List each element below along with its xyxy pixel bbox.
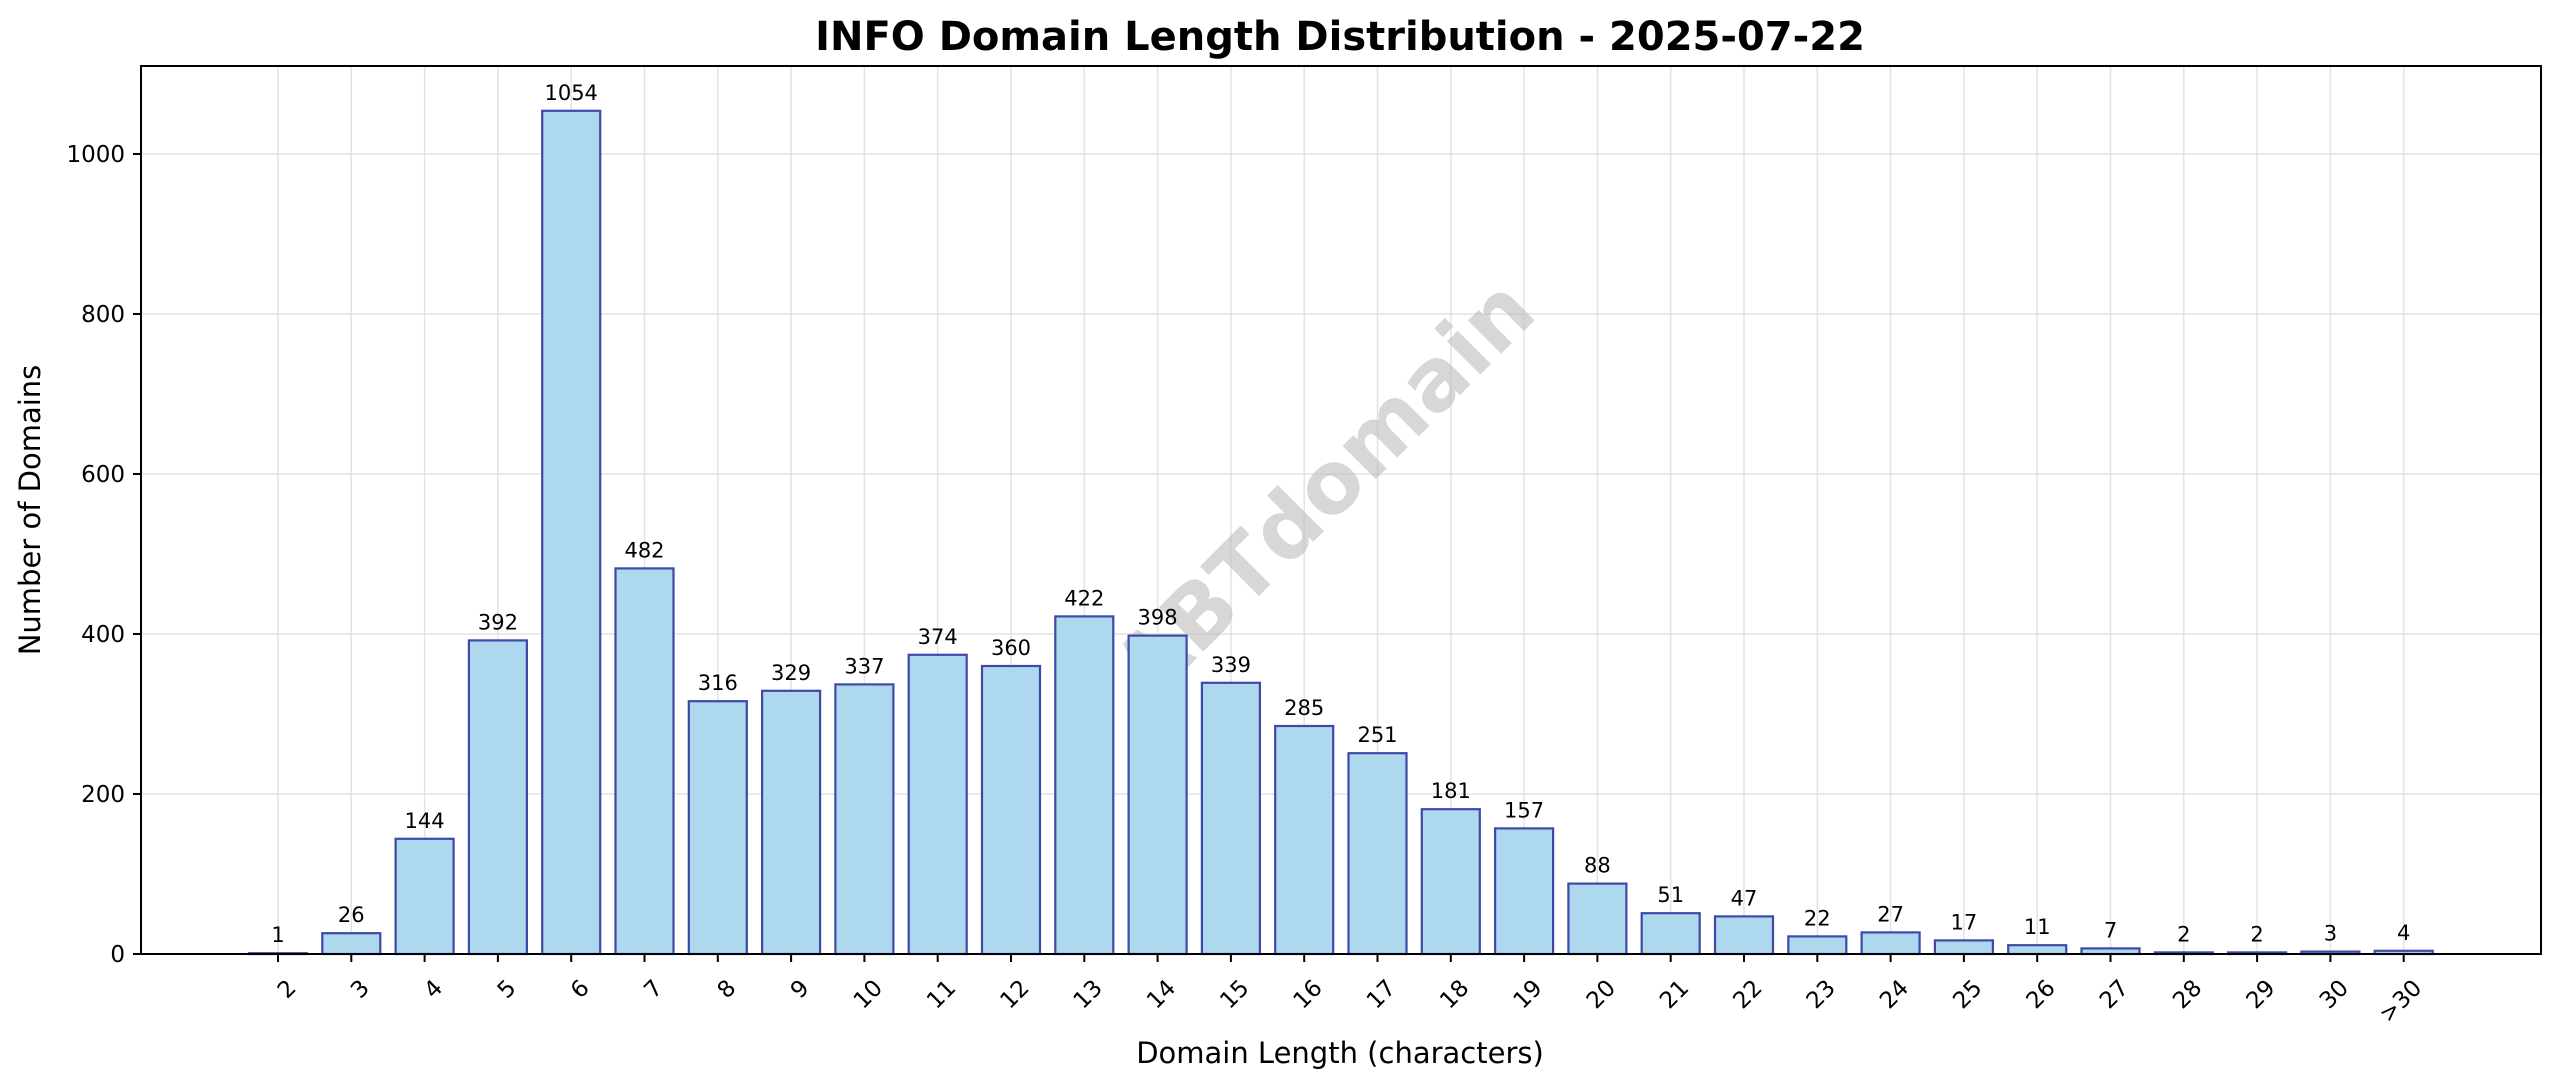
x-tick-label: 8 (713, 975, 742, 1004)
data-label: 1054 (544, 81, 597, 105)
data-label: 88 (1584, 854, 1611, 878)
bar (2007, 944, 2068, 956)
x-tick-label: 30 (2315, 975, 2354, 1014)
y-tick-label: 400 (81, 622, 125, 648)
bar (1933, 939, 1995, 956)
data-label: 3 (2324, 922, 2337, 946)
x-tick-label: 16 (1289, 975, 1328, 1014)
bar (1640, 912, 1701, 956)
bar (614, 567, 675, 956)
bars (247, 109, 2434, 956)
data-label: 482 (624, 538, 664, 562)
y-tick-label: 200 (81, 782, 125, 808)
data-label: 2 (2177, 922, 2190, 946)
x-tick-label: 13 (1069, 975, 1108, 1014)
x-tick-label: 27 (2095, 975, 2134, 1014)
bar (834, 683, 895, 956)
x-tick-label: 9 (786, 975, 815, 1004)
bar (467, 639, 528, 956)
bar (907, 653, 968, 956)
chart-title: INFO Domain Length Distribution - 2025-0… (815, 14, 1865, 60)
y-axis-label: Number of Domains (13, 365, 47, 656)
x-tick-label: 21 (1655, 975, 1694, 1014)
bar (687, 700, 748, 956)
data-label: 26 (338, 903, 365, 927)
bar (1860, 931, 1921, 956)
x-tick-label: 7 (639, 975, 668, 1004)
x-tick-label: 14 (1142, 975, 1181, 1014)
data-label: 22 (1804, 906, 1831, 930)
data-label: 316 (698, 671, 738, 695)
bar (1420, 808, 1481, 956)
x-tick-label: 25 (1948, 975, 1987, 1014)
bar (541, 109, 602, 956)
data-label: 374 (918, 625, 958, 649)
bar (1274, 724, 1335, 956)
data-label: 181 (1431, 779, 1471, 803)
data-label: 17 (1951, 910, 1978, 934)
data-label: 398 (1138, 606, 1178, 630)
bar (1493, 827, 1555, 956)
x-tick-label: 20 (1582, 975, 1621, 1014)
x-tick-label: 18 (1435, 975, 1474, 1014)
x-tick-label: 28 (2168, 975, 2207, 1014)
x-tick-label: 19 (1509, 975, 1548, 1014)
data-label: 251 (1357, 723, 1397, 747)
x-tick-label: 24 (1875, 975, 1914, 1014)
x-tick-label: 17 (1362, 975, 1401, 1014)
x-tick-label: 22 (1728, 975, 1767, 1014)
x-tick-label: 23 (1802, 975, 1841, 1014)
y-tick-label: 600 (81, 462, 125, 488)
y-tick-label: 800 (81, 302, 125, 328)
data-label: 329 (771, 661, 811, 685)
bar (1567, 882, 1628, 956)
x-tick-label: >30 (2375, 975, 2428, 1028)
data-label: 4 (2397, 921, 2410, 945)
data-label: 1 (271, 923, 284, 947)
bar (321, 932, 382, 956)
x-axis-label: Domain Length (characters) (1136, 1036, 1544, 1070)
bar (394, 837, 455, 956)
x-tick-label: 12 (995, 975, 1034, 1014)
data-label: 2 (2250, 922, 2263, 946)
x-tick-label: 10 (849, 975, 888, 1014)
data-label: 51 (1657, 883, 1684, 907)
bar (1347, 752, 1408, 956)
x-axis-ticks: 2 3 4 5 6 7 8 9 10 11 12 13 14 15 16 17 18 19 20 21 22 23 24 25… (273, 954, 2427, 1028)
data-label: 144 (405, 809, 445, 833)
x-tick-label: 26 (2022, 975, 2061, 1014)
y-tick-label: 0 (110, 942, 125, 968)
x-tick-label: 15 (1215, 975, 1254, 1014)
data-label: 360 (991, 636, 1031, 660)
bar (1054, 615, 1115, 956)
bar (760, 689, 822, 956)
bar (1127, 634, 1188, 956)
bar (1713, 915, 1775, 956)
data-label: 47 (1731, 886, 1758, 910)
data-label: 157 (1504, 798, 1544, 822)
x-tick-label: 4 (419, 975, 448, 1004)
data-label: 422 (1064, 586, 1104, 610)
data-label: 392 (478, 610, 518, 634)
x-tick-label: 5 (493, 975, 522, 1004)
x-tick-label: 3 (346, 975, 375, 1004)
data-label: 339 (1211, 653, 1251, 677)
x-tick-label: 11 (922, 975, 961, 1014)
data-label: 337 (844, 654, 884, 678)
x-tick-label: 2 (273, 975, 302, 1004)
x-tick-label: 29 (2242, 975, 2281, 1014)
data-label: 285 (1284, 696, 1324, 720)
plot-frame (140, 65, 2542, 955)
data-label: 11 (2024, 915, 2051, 939)
data-label: 7 (2104, 918, 2117, 942)
bar (1787, 935, 1848, 956)
bar (980, 664, 1042, 956)
bar (1200, 681, 1262, 956)
y-tick-label: 1000 (66, 142, 125, 168)
data-label: 27 (1877, 902, 1904, 926)
x-tick-label: 6 (566, 975, 595, 1004)
y-axis-ticks: 0 200 400 600 800 1000 (66, 142, 141, 968)
